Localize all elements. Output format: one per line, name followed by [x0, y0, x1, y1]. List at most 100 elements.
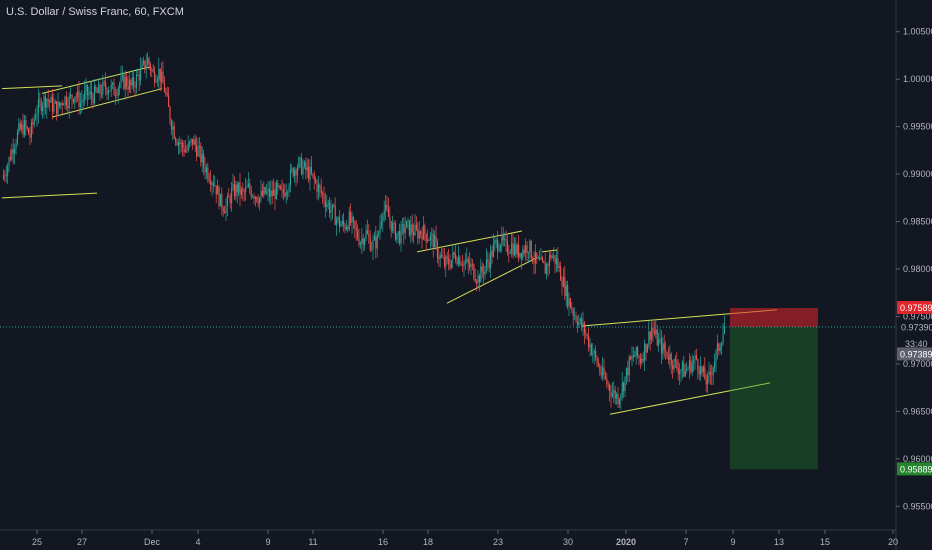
candle-body — [623, 382, 625, 392]
candle-body — [711, 374, 713, 376]
candle-body — [590, 344, 592, 355]
candle-body — [168, 95, 170, 107]
candle-body — [628, 356, 630, 376]
candle-body — [617, 394, 619, 405]
candle-body — [520, 252, 522, 259]
candle-body — [427, 240, 429, 242]
candle-body — [656, 329, 658, 346]
candle-body — [410, 224, 412, 236]
candle-body — [372, 240, 374, 250]
candle-body — [588, 335, 590, 348]
candle-body — [498, 249, 500, 252]
candle-body — [379, 225, 381, 233]
candle-body — [560, 266, 562, 281]
candle-body — [614, 390, 616, 399]
candle-body — [273, 189, 275, 196]
candle-body — [491, 250, 493, 257]
candle-body — [358, 238, 360, 245]
candle-body — [462, 264, 464, 267]
candle-body — [239, 182, 241, 195]
candle-body — [177, 142, 179, 146]
candle-body — [260, 190, 262, 198]
candle-body — [558, 266, 560, 269]
candle-body — [327, 202, 329, 205]
candle-body — [463, 261, 465, 267]
candle-body — [484, 266, 486, 275]
candle-body — [683, 362, 685, 377]
candle-body — [291, 168, 293, 170]
candle-body — [557, 258, 559, 269]
candle-body — [585, 333, 587, 335]
candle-body — [478, 275, 480, 283]
candle-body — [330, 210, 332, 213]
candle-body — [716, 343, 718, 351]
candle-body — [554, 255, 556, 264]
candle-body — [607, 383, 609, 385]
target-price-label-bg — [897, 462, 932, 476]
candle-body — [19, 123, 21, 130]
candle-body — [443, 257, 445, 267]
candle-body — [564, 277, 566, 297]
candle-body — [455, 254, 457, 261]
risk-reward-zones[interactable] — [0, 308, 896, 470]
candle-body — [506, 240, 508, 253]
candle-body — [715, 350, 717, 362]
candle-body — [575, 315, 577, 322]
candle-body — [385, 204, 387, 211]
candle-body — [425, 233, 427, 242]
candle-body — [135, 75, 137, 88]
candle-body — [329, 202, 331, 213]
candle-body — [551, 256, 553, 259]
candle-body — [249, 183, 251, 191]
candle-body — [553, 255, 555, 257]
candle-body — [40, 101, 42, 112]
candle-body — [60, 103, 62, 106]
candle-body — [112, 82, 114, 85]
candle-body — [483, 271, 485, 275]
candle-body — [369, 236, 371, 251]
candle-body — [264, 187, 266, 194]
candle-body — [138, 74, 140, 81]
candle-body — [30, 122, 32, 138]
candle-body — [469, 262, 471, 268]
candle-body — [546, 264, 548, 274]
candle-body — [26, 127, 28, 129]
candle-body — [492, 244, 494, 257]
candle-body — [114, 95, 116, 97]
candle-body — [117, 88, 119, 96]
candle-body — [107, 91, 109, 95]
candle-body — [698, 369, 700, 375]
candle-body — [144, 60, 146, 70]
candle-body — [156, 79, 158, 82]
candle-body — [205, 167, 207, 173]
candle-body — [644, 343, 646, 361]
candle-body — [415, 224, 417, 229]
candle-body — [287, 192, 289, 193]
candle-body — [275, 182, 277, 200]
candle-body — [368, 233, 370, 237]
candle-body — [658, 339, 660, 346]
candle-body — [305, 162, 307, 171]
candle-body — [571, 307, 573, 311]
candle-body — [586, 334, 588, 336]
candle-body — [618, 399, 620, 405]
stop-loss-zone — [730, 308, 818, 327]
candle-body — [653, 331, 655, 334]
candle-body — [228, 196, 230, 198]
trendline — [446, 257, 538, 304]
candle-body — [124, 77, 126, 89]
candle-body — [589, 344, 591, 348]
candle-body — [399, 231, 401, 244]
candle-body — [392, 222, 394, 232]
candle-body — [487, 259, 489, 263]
candle-body — [141, 63, 143, 68]
candle-body — [364, 239, 366, 246]
candle-body — [632, 355, 634, 357]
x-tick-label: 7 — [683, 537, 688, 547]
candle-body — [672, 365, 674, 370]
candle-body — [140, 67, 142, 81]
time-axis[interactable]: 25 27 Dec 4 9 11 16 18 23 30 2020 7 9 13 15 20 — [0, 529, 898, 547]
